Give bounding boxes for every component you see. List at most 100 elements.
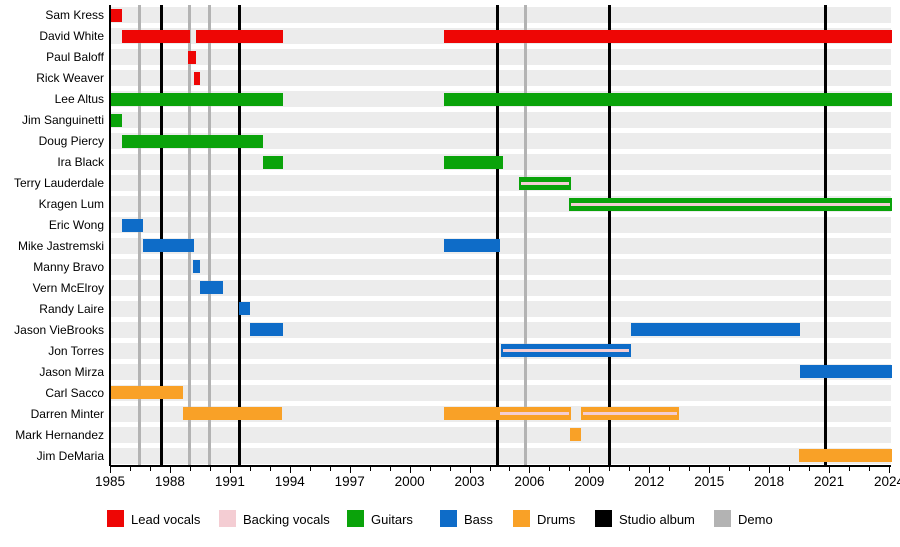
minor-tick bbox=[249, 467, 251, 471]
member-row-band bbox=[110, 279, 891, 296]
timeline-bar bbox=[443, 92, 892, 106]
drums-swatch bbox=[513, 510, 530, 527]
member-label: David White bbox=[39, 29, 104, 44]
member-label: Ira Black bbox=[57, 155, 104, 170]
member-label: Manny Bravo bbox=[33, 259, 104, 274]
minor-tick bbox=[789, 467, 791, 471]
member-label: Kragen Lum bbox=[38, 197, 104, 212]
backing-vocals-stripe bbox=[500, 412, 570, 416]
timeline-bar bbox=[110, 113, 122, 127]
album-line bbox=[160, 5, 164, 466]
timeline-bar bbox=[581, 407, 680, 421]
major-tick bbox=[769, 467, 771, 473]
album-line bbox=[607, 5, 611, 466]
member-row-band bbox=[110, 175, 891, 192]
member-row-band bbox=[110, 258, 891, 275]
timeline-bar bbox=[110, 386, 183, 400]
member-label: Carl Sacco bbox=[45, 385, 104, 400]
legend-label: Studio album bbox=[619, 512, 695, 527]
minor-tick bbox=[369, 467, 371, 471]
minor-tick bbox=[149, 467, 151, 471]
major-tick bbox=[529, 467, 531, 473]
member-row-band bbox=[110, 342, 891, 359]
minor-tick bbox=[669, 467, 671, 471]
tick-label: 2018 bbox=[754, 474, 785, 489]
timeline-bar bbox=[142, 239, 194, 253]
timeline-bar bbox=[631, 323, 801, 337]
timeline-bar bbox=[193, 71, 200, 85]
minor-tick bbox=[689, 467, 691, 471]
x-axis-line bbox=[110, 465, 891, 467]
legend-label: Backing vocals bbox=[243, 512, 330, 527]
major-tick bbox=[469, 467, 471, 473]
tick-label: 2009 bbox=[574, 474, 605, 489]
member-row-band bbox=[110, 447, 891, 464]
timeline-bar bbox=[800, 365, 892, 379]
major-tick bbox=[589, 467, 591, 473]
studio_album-swatch bbox=[595, 510, 612, 527]
member-label: Lee Altus bbox=[54, 92, 104, 107]
member-row-band bbox=[110, 49, 891, 66]
member-label: Jim DeMaria bbox=[36, 448, 104, 463]
minor-tick bbox=[389, 467, 391, 471]
timeline-bar bbox=[262, 155, 283, 169]
timeline-bar bbox=[519, 176, 572, 190]
tick-label: 2003 bbox=[454, 474, 485, 489]
minor-tick bbox=[629, 467, 631, 471]
timeline-bar bbox=[443, 155, 504, 169]
legend-label: Drums bbox=[537, 512, 576, 527]
member-row-band bbox=[110, 112, 891, 129]
member-label: Terry Lauderdale bbox=[13, 176, 104, 191]
timeline-bar bbox=[121, 29, 190, 43]
timeline-bar bbox=[443, 239, 501, 253]
album-line bbox=[823, 5, 827, 466]
timeline-bar bbox=[443, 29, 892, 43]
member-label: Paul Baloff bbox=[46, 50, 104, 65]
minor-tick bbox=[329, 467, 331, 471]
timeline-bar bbox=[182, 407, 282, 421]
tick-label: 1997 bbox=[334, 474, 365, 489]
timeline-bar bbox=[110, 92, 283, 106]
timeline-bar bbox=[121, 218, 143, 232]
minor-tick bbox=[609, 467, 611, 471]
member-label: Vern McElroy bbox=[32, 280, 104, 295]
timeline-bar bbox=[199, 281, 223, 295]
minor-tick bbox=[509, 467, 511, 471]
major-tick bbox=[289, 467, 291, 473]
minor-tick bbox=[489, 467, 491, 471]
demo-line bbox=[138, 5, 142, 466]
member-label: Doug Piercy bbox=[38, 134, 104, 149]
backing-vocals-stripe bbox=[571, 202, 890, 206]
major-tick bbox=[709, 467, 711, 473]
timeline-bar bbox=[443, 407, 572, 421]
member-row-band bbox=[110, 217, 891, 234]
backing-vocals-stripe bbox=[521, 181, 570, 185]
member-row-band bbox=[110, 7, 891, 24]
tick-label: 1991 bbox=[214, 474, 245, 489]
backing-vocals-stripe bbox=[583, 412, 678, 416]
album-line bbox=[238, 5, 242, 466]
member-label: Jason Mirza bbox=[39, 364, 104, 379]
member-label: Darren Minter bbox=[30, 406, 104, 421]
member-label: Sam Kress bbox=[45, 8, 104, 23]
minor-tick bbox=[869, 467, 871, 471]
backing-vocals-stripe bbox=[503, 349, 630, 353]
member-label: Mike Jastremski bbox=[17, 238, 104, 253]
member-row-band bbox=[110, 426, 891, 443]
legend-label: Lead vocals bbox=[131, 512, 201, 527]
minor-tick bbox=[729, 467, 731, 471]
minor-tick bbox=[849, 467, 851, 471]
legend-label: Bass bbox=[464, 512, 493, 527]
demo-line bbox=[208, 5, 212, 466]
minor-tick bbox=[449, 467, 451, 471]
timeline-bar bbox=[187, 50, 196, 64]
minor-tick bbox=[189, 467, 191, 471]
tick-label: 2021 bbox=[814, 474, 845, 489]
demo-line bbox=[523, 5, 527, 466]
minor-tick bbox=[269, 467, 271, 471]
album-line bbox=[496, 5, 499, 466]
legend-label: Demo bbox=[738, 512, 773, 527]
minor-tick bbox=[429, 467, 431, 471]
legend-label: Guitars bbox=[371, 512, 413, 527]
backing_vocals-swatch bbox=[219, 510, 236, 527]
